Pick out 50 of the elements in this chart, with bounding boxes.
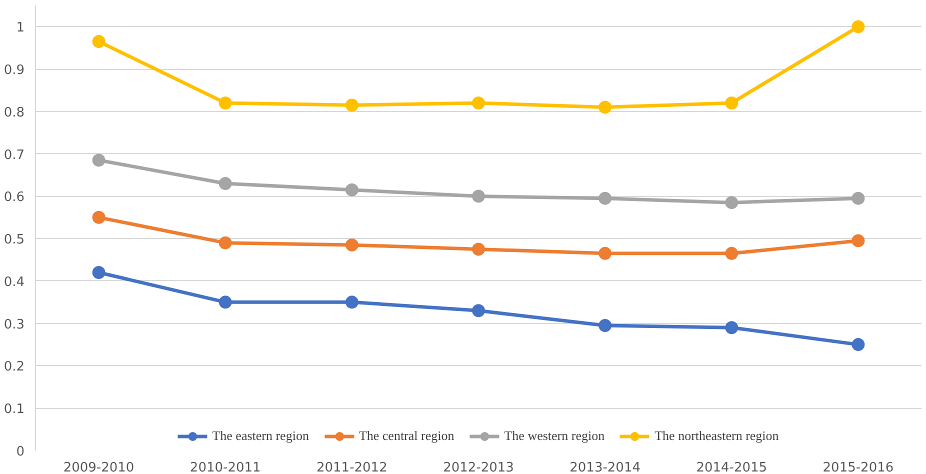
point xyxy=(852,338,865,352)
legend-label: The eastern region xyxy=(212,428,309,444)
y-tick-label: 0.2 xyxy=(4,360,25,375)
point xyxy=(725,96,738,110)
point xyxy=(218,296,232,309)
y-tick-label: 0.3 xyxy=(4,317,25,332)
point xyxy=(345,296,358,309)
x-tick-label: 2013-2014 xyxy=(570,460,640,474)
point xyxy=(92,154,106,167)
y-tick-label: 0.6 xyxy=(4,190,25,206)
point xyxy=(92,210,106,224)
point xyxy=(92,35,106,48)
point xyxy=(472,96,485,110)
point xyxy=(345,238,358,252)
y-tick-label: 0.1 xyxy=(4,402,25,418)
point xyxy=(218,236,232,250)
x-tick-label: 2011-2012 xyxy=(316,460,388,474)
y-tick-label: 0.7 xyxy=(4,148,25,163)
point xyxy=(598,192,612,205)
point xyxy=(472,190,485,203)
point xyxy=(92,266,106,279)
x-tick-label: 2010-2011 xyxy=(190,460,261,474)
point xyxy=(345,98,358,112)
point xyxy=(725,321,738,334)
y-tick-label: 0.4 xyxy=(4,274,25,290)
point xyxy=(218,177,232,190)
legend-label: The northeastern region xyxy=(654,428,779,444)
legend-label: The central region xyxy=(358,428,454,444)
point xyxy=(472,242,485,256)
point xyxy=(598,246,612,260)
point xyxy=(852,192,865,205)
point xyxy=(345,183,358,196)
point xyxy=(725,196,738,210)
x-tick-label: 2009-2010 xyxy=(63,460,134,474)
y-tick-label: 0.9 xyxy=(4,63,25,78)
point xyxy=(598,100,612,114)
point xyxy=(598,318,612,332)
x-tick-label: 2015-2016 xyxy=(822,460,894,474)
x-tick-label: 2014-2015 xyxy=(696,460,768,474)
point xyxy=(218,96,232,110)
legend-label: The western region xyxy=(504,428,605,444)
y-tick-label: 0 xyxy=(16,444,25,460)
x-tick-label: 2012-2013 xyxy=(443,460,514,474)
y-tick-label: 0.5 xyxy=(4,232,25,248)
point xyxy=(852,20,865,34)
point xyxy=(725,246,738,260)
point xyxy=(472,304,485,318)
y-tick-label: 1 xyxy=(16,20,25,36)
point xyxy=(852,234,865,248)
y-tick-label: 0.8 xyxy=(4,105,25,120)
